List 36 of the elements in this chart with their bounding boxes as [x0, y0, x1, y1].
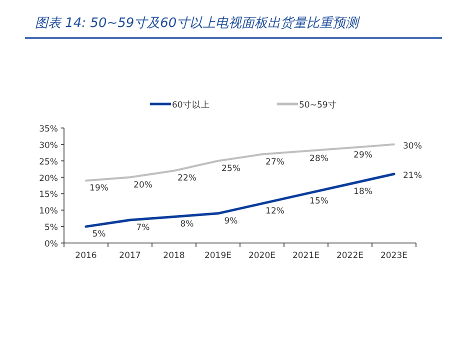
y-tick-label: 15%	[39, 190, 58, 200]
data-label: 8%	[180, 220, 194, 230]
data-label: 21%	[403, 171, 422, 181]
x-tick-label: 2018	[163, 251, 185, 261]
y-tick-label: 20%	[39, 174, 58, 184]
y-tick-label: 10%	[39, 206, 58, 217]
data-label: 5%	[92, 230, 106, 240]
data-label: 22%	[178, 174, 196, 184]
data-label: 18%	[354, 186, 372, 197]
x-tick-label: 2021E	[292, 251, 320, 261]
data-label: 12%	[266, 206, 284, 217]
x-tick-label: 2019E	[204, 251, 232, 261]
data-label: 30%	[403, 141, 422, 152]
y-tick-label: 35%	[39, 124, 58, 134]
data-label: 20%	[134, 180, 152, 190]
x-tick-label: 2016	[75, 251, 97, 261]
x-tick-label: 2023E	[380, 251, 408, 261]
x-tick-label: 2017	[119, 251, 141, 261]
data-label: 9%	[224, 216, 238, 226]
legend-label: 50~59寸	[299, 100, 337, 110]
x-tick-label: 2020E	[248, 251, 276, 261]
data-label: 29%	[354, 150, 372, 161]
data-label: 28%	[310, 154, 328, 164]
legend-label: 60寸以上	[172, 100, 210, 110]
data-label: 15%	[310, 196, 328, 207]
x-tick-label: 2022E	[336, 251, 364, 261]
title: 图表 14: 50~59寸及60寸以上电视面板出货量比重预测	[35, 16, 359, 31]
y-tick-label: 25%	[39, 157, 58, 168]
y-tick-label: 0%	[44, 240, 58, 250]
data-label: 27%	[266, 157, 284, 168]
data-label: 19%	[90, 184, 108, 194]
data-label: 25%	[222, 164, 240, 174]
y-tick-label: 30%	[39, 140, 58, 151]
y-tick-label: 5%	[44, 223, 58, 234]
data-label: 7%	[136, 223, 150, 233]
line-series	[85, 143, 395, 182]
